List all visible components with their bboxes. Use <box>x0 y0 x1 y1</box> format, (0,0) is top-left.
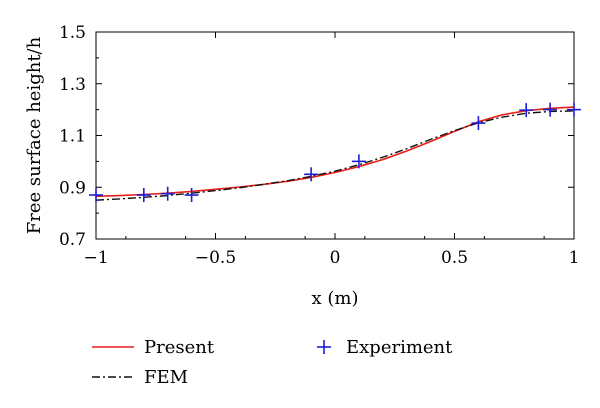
fem-line <box>95 110 575 201</box>
present-line <box>95 106 575 198</box>
legend-label: FEM <box>144 367 188 388</box>
experiment-point <box>136 188 151 203</box>
experiment-point <box>543 102 558 117</box>
series-group <box>89 102 581 203</box>
y-tick-label: 0.7 <box>59 230 86 250</box>
legend-item-present: Present <box>92 337 215 358</box>
experiment-point <box>567 102 581 117</box>
experiment-point <box>471 116 486 131</box>
x-tick-label: −0.5 <box>195 248 236 268</box>
experiment-point <box>304 167 319 182</box>
legend-label: Present <box>144 337 215 358</box>
x-tick-label: 1 <box>569 248 580 268</box>
experiment-point <box>184 188 199 203</box>
legend-item-fem: FEM <box>92 367 188 388</box>
experiment-point <box>89 188 103 203</box>
x-tick-label: 0.5 <box>441 248 468 268</box>
y-axis-title: Free surface height/h <box>24 36 45 234</box>
plot-frame <box>95 31 575 240</box>
legend: Present FEM Experiment <box>92 337 453 388</box>
legend-item-experiment: Experiment <box>317 337 453 358</box>
experiment-point <box>519 103 534 118</box>
legend-label: Experiment <box>346 337 453 358</box>
plot-area <box>95 31 575 240</box>
axis-ticks: −1 −0.5 0 0.5 1 0.7 0.9 1.1 1.3 1.5 <box>59 23 579 268</box>
experiment-point <box>351 154 366 169</box>
y-tick-label: 1.5 <box>59 23 86 43</box>
x-tick-label: −1 <box>83 248 108 268</box>
y-tick-label: 1.3 <box>59 75 86 95</box>
x-axis-title: x (m) <box>312 288 359 309</box>
y-tick-label: 0.9 <box>59 178 86 198</box>
y-tick-label: 1.1 <box>59 127 86 147</box>
x-tick-label: 0 <box>330 248 341 268</box>
experiment-point <box>160 186 175 201</box>
